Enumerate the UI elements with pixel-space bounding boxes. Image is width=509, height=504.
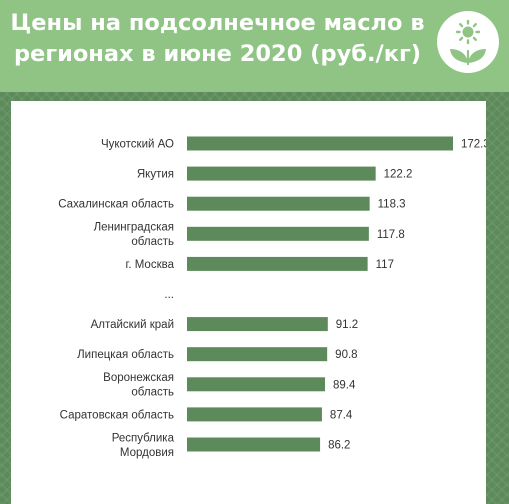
value-label: 89.4 — [333, 379, 356, 391]
category-label: Республика Мордовия — [112, 432, 175, 459]
category-label: Саратовская область — [60, 409, 174, 421]
value-label: 87.4 — [330, 409, 353, 421]
category-label: Якутия — [137, 169, 174, 181]
category-label: ... — [164, 289, 174, 301]
bar — [187, 377, 326, 392]
category-label: Сахалинская область — [58, 199, 174, 211]
category-label: Липецкая область — [77, 349, 174, 361]
value-label: 91.2 — [336, 319, 358, 331]
category-label: Чукотский АО — [101, 139, 174, 151]
bar — [187, 136, 453, 151]
header-banner: Цены на подсолнечное масло в регионах в … — [0, 0, 509, 92]
value-label: 86.2 — [328, 440, 350, 452]
bar — [187, 437, 321, 452]
bar — [187, 317, 328, 332]
value-label: 118.3 — [378, 199, 406, 211]
sun-with-leaves-icon — [437, 11, 499, 73]
category-label: Ленинградская область — [94, 222, 174, 249]
bar-chart: Чукотский АО 172.3 Якутия 122.2 Сахалинская … — [58, 136, 486, 459]
bar — [187, 407, 322, 422]
value-label: 90.8 — [335, 349, 357, 361]
value-label: 122.2 — [384, 169, 413, 181]
category-label: Воронежская область — [103, 372, 174, 399]
page-title: Цены на подсолнечное масло в регионах в … — [10, 10, 425, 67]
bar — [187, 166, 376, 181]
bar — [187, 226, 369, 241]
value-label: 117 — [376, 259, 394, 271]
bar — [187, 196, 370, 211]
chart-panel: Чукотский АО 172.3 Якутия 122.2 Сахалинская … — [11, 101, 486, 504]
category-label: Алтайский край — [91, 319, 174, 331]
value-label: 172.3 — [461, 139, 486, 151]
category-label: г. Москва — [126, 259, 175, 271]
bar — [187, 256, 368, 271]
value-label: 117.8 — [377, 229, 405, 241]
bar — [187, 347, 328, 362]
